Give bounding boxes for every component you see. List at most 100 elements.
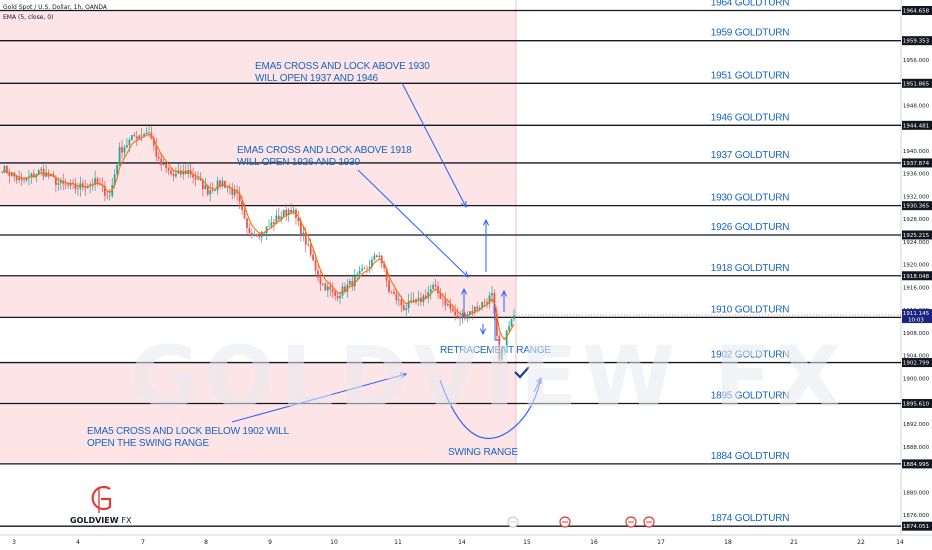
candle[interactable]: [339, 295, 341, 299]
candle[interactable]: [45, 172, 47, 177]
candle[interactable]: [348, 280, 351, 285]
swing-range-curve[interactable]: [439, 377, 542, 440]
candle[interactable]: [86, 186, 89, 189]
candle[interactable]: [199, 178, 202, 180]
candle[interactable]: [378, 255, 381, 258]
candle[interactable]: [299, 220, 302, 235]
candle[interactable]: [157, 156, 160, 159]
candle[interactable]: [400, 299, 403, 306]
candle[interactable]: [371, 259, 373, 267]
candle[interactable]: [84, 187, 87, 189]
candle[interactable]: [410, 299, 413, 302]
candle[interactable]: [258, 236, 261, 238]
candle[interactable]: [192, 174, 194, 178]
candle[interactable]: [15, 176, 18, 181]
candle[interactable]: [385, 268, 388, 281]
candle[interactable]: [20, 178, 23, 180]
candle[interactable]: [103, 185, 106, 196]
candle[interactable]: [397, 299, 400, 301]
candle[interactable]: [324, 283, 327, 291]
candle[interactable]: [471, 311, 474, 313]
candle[interactable]: [96, 178, 99, 184]
candle[interactable]: [10, 172, 13, 176]
candle[interactable]: [336, 295, 339, 299]
candle[interactable]: [351, 280, 354, 287]
candle[interactable]: [201, 179, 204, 190]
candle[interactable]: [118, 147, 121, 166]
candle[interactable]: [209, 190, 212, 195]
candle[interactable]: [42, 168, 45, 177]
candle[interactable]: [304, 232, 307, 245]
candle[interactable]: [81, 183, 84, 188]
candle[interactable]: [177, 170, 180, 174]
candle[interactable]: [152, 138, 155, 146]
candle[interactable]: [449, 303, 452, 309]
candle[interactable]: [162, 163, 165, 165]
candle[interactable]: [388, 280, 390, 292]
candle[interactable]: [437, 286, 439, 294]
candle[interactable]: [145, 132, 148, 135]
candle[interactable]: [67, 184, 70, 186]
ema5-line[interactable]: [1, 133, 515, 341]
candle[interactable]: [346, 284, 349, 292]
candle[interactable]: [363, 267, 366, 269]
candle[interactable]: [155, 145, 158, 157]
candle[interactable]: [380, 255, 383, 264]
candle[interactable]: [265, 226, 268, 234]
candle[interactable]: [314, 260, 317, 271]
candle[interactable]: [231, 188, 234, 195]
candle[interactable]: [446, 303, 449, 306]
candle[interactable]: [91, 184, 94, 185]
candle[interactable]: [469, 311, 471, 315]
candle[interactable]: [50, 174, 52, 177]
candle[interactable]: [130, 135, 133, 140]
candle[interactable]: [18, 178, 21, 181]
symbol-title[interactable]: Gold Spot / U.S. Dollar, 1h, OANDA: [3, 4, 107, 11]
candle[interactable]: [395, 293, 398, 301]
candle[interactable]: [74, 183, 77, 189]
candle[interactable]: [25, 177, 28, 181]
ema-indicator-label[interactable]: EMA (5, close, 0): [3, 14, 54, 21]
candle[interactable]: [442, 298, 444, 300]
candle[interactable]: [197, 178, 199, 180]
candle[interactable]: [62, 181, 65, 184]
candle[interactable]: [175, 173, 177, 177]
candle[interactable]: [356, 274, 359, 277]
candle[interactable]: [182, 170, 185, 175]
candle[interactable]: [167, 168, 170, 171]
candle[interactable]: [407, 301, 410, 309]
candle[interactable]: [216, 180, 219, 191]
candle[interactable]: [481, 302, 484, 308]
candle[interactable]: [393, 292, 395, 294]
candle[interactable]: [434, 284, 437, 287]
candle[interactable]: [238, 192, 241, 202]
candle[interactable]: [1, 172, 3, 174]
candle[interactable]: [123, 147, 126, 153]
candle[interactable]: [8, 173, 11, 176]
candle[interactable]: [64, 183, 67, 185]
candle[interactable]: [405, 308, 408, 311]
candle[interactable]: [133, 135, 136, 137]
candle[interactable]: [495, 313, 498, 336]
candle[interactable]: [353, 276, 356, 287]
arrow-1902-callout[interactable]: [231, 373, 407, 423]
candle[interactable]: [287, 209, 290, 216]
candle[interactable]: [366, 267, 368, 269]
candle[interactable]: [277, 215, 280, 220]
candle[interactable]: [243, 209, 246, 219]
candle[interactable]: [116, 165, 119, 175]
candle[interactable]: [505, 330, 508, 347]
candle[interactable]: [165, 163, 168, 169]
candle[interactable]: [77, 188, 79, 190]
candle[interactable]: [331, 289, 334, 292]
candle[interactable]: [417, 297, 420, 300]
candle[interactable]: [319, 277, 322, 285]
candle[interactable]: [439, 293, 442, 299]
candle[interactable]: [214, 190, 217, 191]
candle[interactable]: [427, 292, 430, 298]
candle[interactable]: [246, 218, 248, 229]
candle[interactable]: [322, 283, 324, 285]
candle[interactable]: [503, 346, 506, 348]
candle[interactable]: [23, 179, 25, 181]
candle[interactable]: [143, 134, 145, 136]
